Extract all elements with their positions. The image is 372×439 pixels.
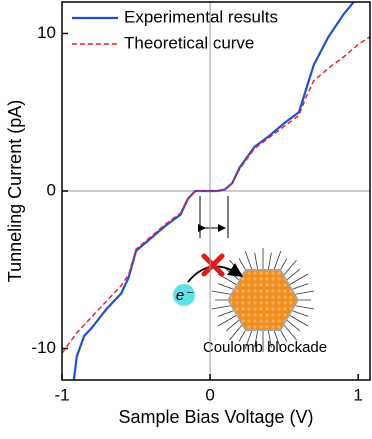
- y-tick-label: -10: [31, 338, 56, 357]
- ligand: [281, 259, 297, 278]
- legend-label: Theoretical curve: [124, 33, 254, 52]
- x-tick-label: -1: [54, 385, 69, 404]
- ligand: [254, 252, 259, 271]
- series-line: [62, 36, 370, 354]
- plot-frame: [61, 1, 371, 381]
- ligand: [281, 322, 297, 341]
- ligand: [225, 318, 241, 332]
- nanoparticle: [227, 268, 299, 332]
- ligand: [244, 328, 254, 350]
- electron: [173, 284, 195, 306]
- ligand: [285, 318, 301, 332]
- ligand: [272, 328, 282, 350]
- electron-label: e⁻: [176, 287, 193, 304]
- x-tick-label: 0: [205, 385, 214, 404]
- x-tick-label: 1: [353, 385, 362, 404]
- ligand: [267, 252, 272, 271]
- ligand: [288, 273, 309, 286]
- ligand: [244, 250, 254, 272]
- ligand: [211, 290, 234, 296]
- ligand: [291, 309, 309, 317]
- ligand: [288, 314, 309, 327]
- ligand: [254, 329, 259, 348]
- ligand: [292, 304, 315, 310]
- legend-label: Experimental results: [124, 7, 278, 26]
- ligand: [291, 283, 309, 291]
- ligand: [217, 309, 235, 317]
- ligand: [217, 314, 238, 327]
- ligand: [229, 322, 245, 341]
- ligand: [267, 329, 272, 348]
- ligand: [292, 290, 315, 296]
- annotation: Coulomb blockade: [203, 339, 327, 356]
- ligand: [272, 250, 282, 272]
- y-tick-label: 10: [37, 23, 56, 42]
- x-axis-label: Sample Bias Voltage (V): [118, 407, 313, 427]
- y-tick-label: 0: [47, 180, 56, 199]
- y-axis-label: Tunneling Current (pA): [5, 100, 25, 282]
- block-cross: [201, 253, 225, 277]
- ligand: [217, 283, 235, 291]
- ligand: [211, 304, 234, 310]
- ligand: [285, 268, 301, 282]
